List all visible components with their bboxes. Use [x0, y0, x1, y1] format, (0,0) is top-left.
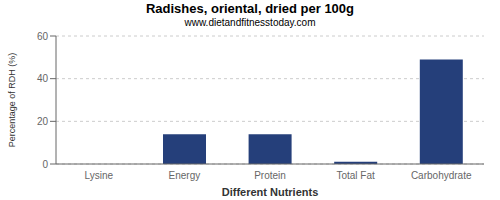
- svg-text:Protein: Protein: [254, 170, 286, 181]
- svg-text:Percentage of RDH (%): Percentage of RDH (%): [8, 53, 17, 148]
- svg-text:Different Nutrients: Different Nutrients: [222, 186, 319, 198]
- svg-text:Lysine: Lysine: [85, 170, 114, 181]
- svg-text:0: 0: [42, 159, 48, 170]
- svg-text:Carbohydrate: Carbohydrate: [411, 170, 472, 181]
- html-text:Radishes, oriental, dried per: Radishes, oriental, dried per 100g: [146, 1, 354, 16]
- svg-text:Total Fat: Total Fat: [336, 170, 375, 181]
- html-text:www.dietandfitnesstoday.com: www.dietandfitnesstoday.com: [184, 17, 316, 28]
- svg-text:60: 60: [37, 31, 49, 42]
- svg-text:20: 20: [37, 116, 49, 127]
- svg-text:Energy: Energy: [169, 170, 201, 181]
- svg-text:40: 40: [37, 73, 49, 84]
